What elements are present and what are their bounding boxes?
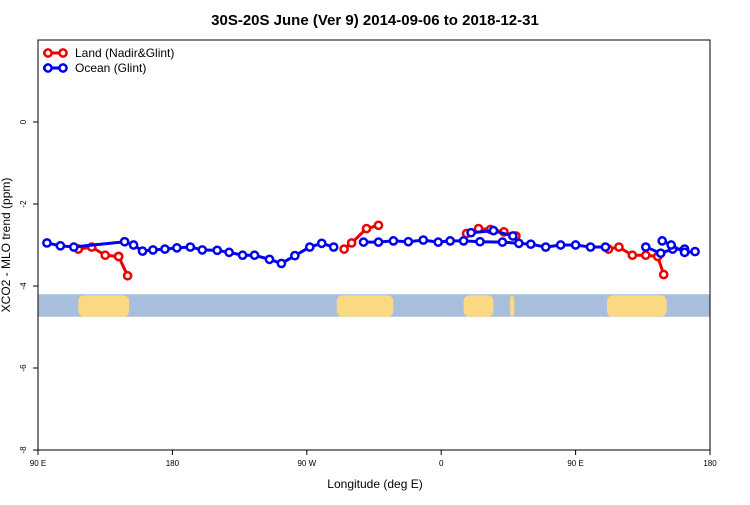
- chart-title: 30S-20S June (Ver 9) 2014-09-06 to 2018-…: [211, 12, 539, 29]
- plot-frame: [37, 39, 711, 451]
- data-point: [119, 236, 130, 247]
- data-point: [614, 242, 624, 252]
- data-point: [100, 250, 111, 261]
- data-point: [361, 223, 372, 234]
- data-point: [316, 238, 327, 249]
- data-point: [128, 240, 139, 250]
- y-tick-label: -8: [19, 446, 28, 454]
- data-point: [418, 235, 429, 245]
- x-axis-label: Longitude (deg E): [327, 477, 422, 491]
- data-point: [640, 250, 651, 261]
- data-point: [172, 243, 182, 253]
- data-point: [458, 236, 469, 246]
- data-point: [373, 220, 384, 231]
- map-strip-land: [606, 295, 667, 317]
- data-point: [585, 242, 596, 252]
- data-point: [570, 240, 581, 250]
- legend-label: Ocean (Glint): [75, 61, 146, 75]
- map-strip-land: [336, 295, 394, 317]
- data-point: [55, 240, 66, 251]
- data-point: [122, 270, 133, 281]
- data-point: [346, 238, 357, 248]
- x-tick-label: 180: [703, 459, 717, 468]
- data-point: [224, 247, 234, 258]
- data-point: [373, 237, 384, 247]
- y-axis-label: XCO2 - MLO trend (ppm): [0, 178, 13, 313]
- x-tick-label: 180: [166, 459, 180, 468]
- series-line: [78, 245, 119, 258]
- data-point: [657, 236, 668, 246]
- data-point: [475, 236, 485, 247]
- data-point: [555, 240, 566, 250]
- data-point: [137, 246, 148, 256]
- y-tick-label: -2: [19, 200, 28, 208]
- x-tick-label: 90 E: [567, 459, 583, 468]
- data-point: [148, 245, 158, 255]
- data-point: [514, 238, 524, 249]
- data-point: [508, 231, 518, 241]
- data-point: [212, 245, 223, 256]
- legend: Land (Nadir&Glint)Ocean (Glint): [43, 46, 174, 75]
- data-point: [655, 248, 666, 259]
- map-strip-land: [509, 295, 515, 317]
- data-point: [497, 237, 508, 247]
- x-tick-label: 90 W: [297, 459, 316, 468]
- data-point: [679, 247, 690, 258]
- data-point: [690, 246, 700, 257]
- data-point: [445, 236, 456, 246]
- data-point: [290, 250, 300, 261]
- data-point: [403, 236, 414, 247]
- series-line: [661, 239, 696, 254]
- data-point: [640, 242, 651, 252]
- data-point: [388, 236, 399, 246]
- data-point: [249, 250, 260, 261]
- data-point: [328, 242, 339, 252]
- data-point: [488, 225, 499, 236]
- x-tick-label: 0: [439, 459, 444, 468]
- data-point: [339, 244, 349, 254]
- y-tick-label: -4: [19, 282, 28, 290]
- x-tick-label: 90 E: [30, 459, 46, 468]
- map-strip-land: [78, 295, 130, 317]
- data-point: [160, 244, 170, 254]
- plot-area: 90 E 180 90 W 0 90 E 180 0 -2 -4 -6 -8: [19, 39, 717, 468]
- legend-marker: [43, 63, 53, 73]
- data-point: [658, 269, 669, 280]
- data-point: [113, 251, 124, 262]
- data-point: [237, 250, 248, 261]
- data-point: [68, 242, 79, 252]
- data-point: [42, 238, 52, 248]
- data-point: [540, 242, 551, 252]
- legend-marker: [58, 63, 68, 73]
- data-point: [197, 245, 208, 255]
- y-tick-label: 0: [19, 119, 28, 124]
- data-point: [304, 242, 315, 252]
- data-point: [276, 258, 287, 269]
- map-strip-land: [463, 295, 494, 317]
- legend-marker: [43, 48, 53, 58]
- legend-label: Land (Nadir&Glint): [75, 46, 174, 60]
- data-point: [433, 237, 444, 247]
- legend-marker: [58, 48, 68, 58]
- data-point: [627, 250, 638, 261]
- data-point: [525, 239, 536, 250]
- y-tick-label: -6: [19, 364, 28, 372]
- data-point: [264, 254, 275, 265]
- data-point: [185, 242, 196, 252]
- data-point: [358, 237, 369, 247]
- data-point: [600, 242, 611, 252]
- data-point: [666, 240, 677, 250]
- data-point: [466, 227, 476, 238]
